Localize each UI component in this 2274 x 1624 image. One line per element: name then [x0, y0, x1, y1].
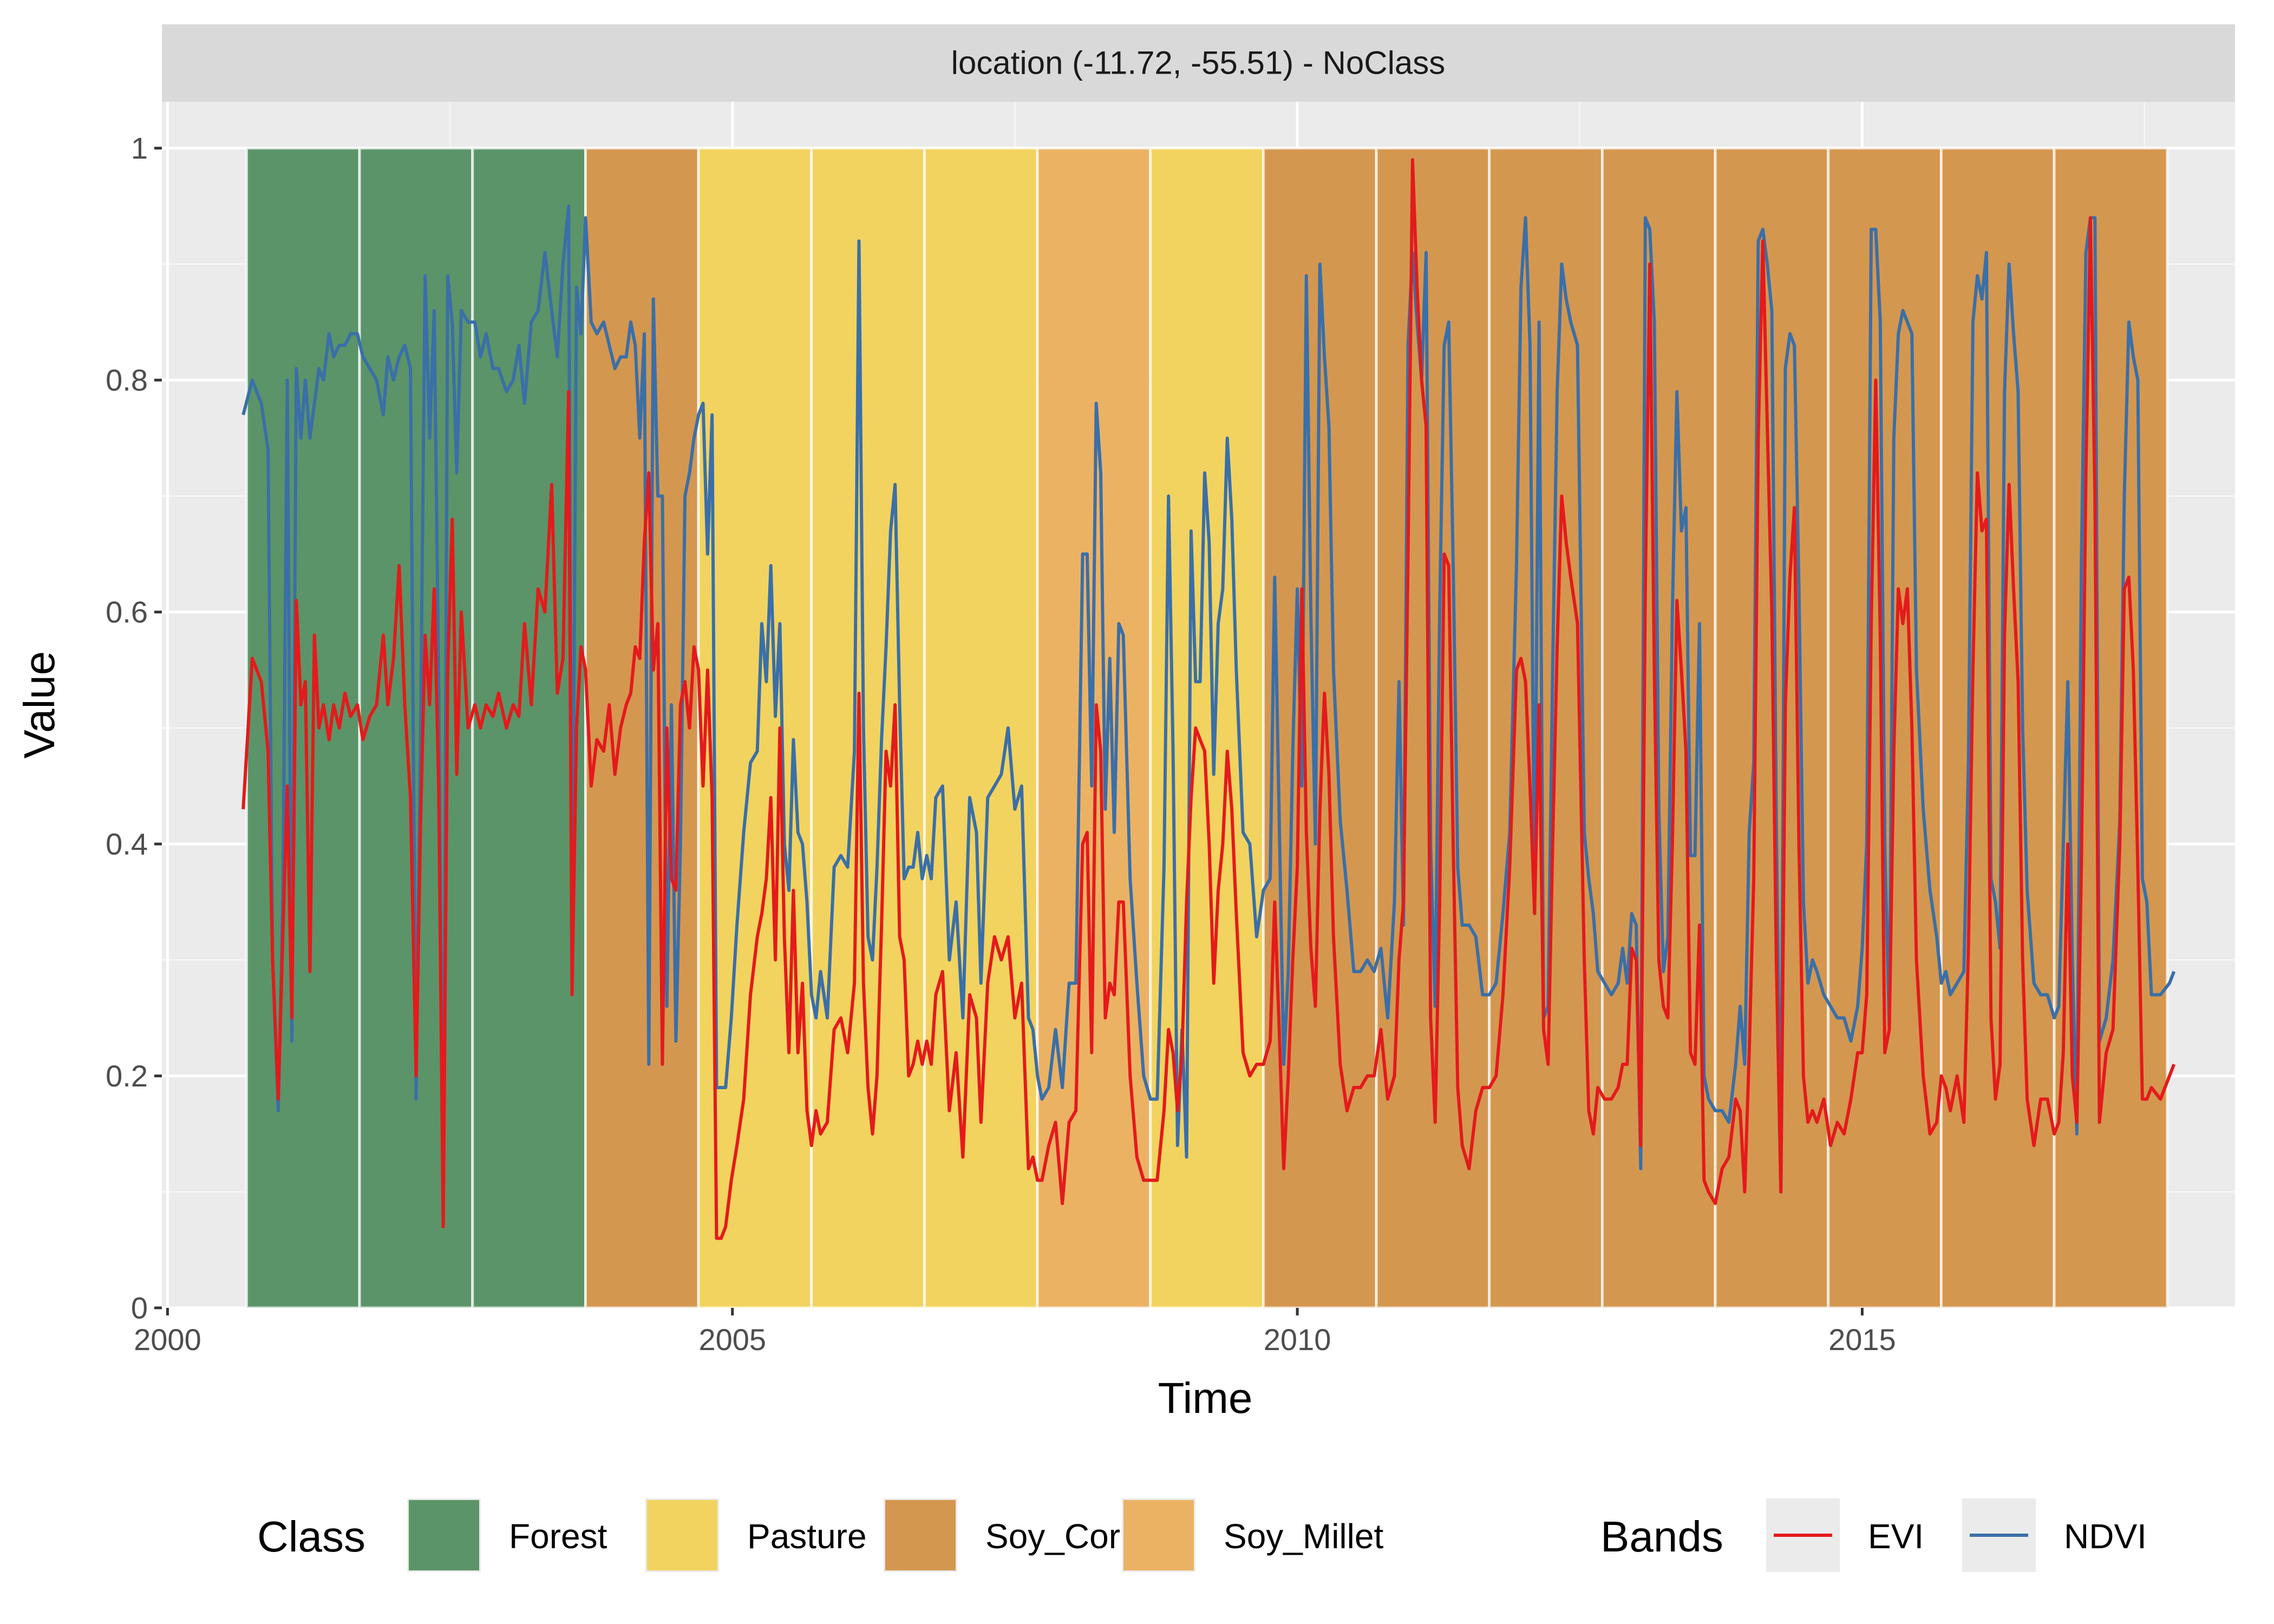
class-legend-item-soy_millet: Soy_Millet [1122, 1498, 1383, 1572]
y-axis-title: Value [15, 651, 63, 759]
bands-legend-label: NDVI [2064, 1517, 2147, 1556]
bands-legend-item-evi: EVI [1766, 1498, 1924, 1572]
class-band-soy_corn [1488, 147, 1604, 1309]
y-tick-label: 0.2 [106, 1059, 148, 1093]
x-axis-title: Time [1158, 1374, 1253, 1422]
y-tick-label: 0.4 [106, 827, 148, 861]
x-tick-label: 2015 [1828, 1322, 1896, 1357]
bands-legend-title: Bands [1600, 1512, 1723, 1561]
class-legend-swatch [885, 1500, 956, 1570]
class-band-pasture [810, 147, 926, 1309]
class-band-soy_corn [1375, 147, 1491, 1309]
series-line-evi [241, 158, 2176, 1240]
class-band-soy_corn [2053, 147, 2169, 1309]
class-legend-label: Pasture [747, 1517, 867, 1556]
series-line-ndvi [241, 204, 2176, 1228]
class-legend-label: Soy_Corn [985, 1517, 1140, 1556]
x-axis: 2000 2005 2010 2015 [134, 1308, 1896, 1357]
class-legend-swatch [409, 1500, 479, 1570]
y-tick-label: 1 [131, 131, 148, 165]
x-tick-label: 2005 [698, 1322, 766, 1357]
class-legend-item-forest: Forest [407, 1498, 607, 1572]
facet-title: location (-11.72, -55.51) - NoClass [951, 45, 1446, 81]
bands-legend-label: EVI [1868, 1517, 1924, 1556]
class-band-pasture [697, 147, 813, 1309]
y-axis: 0 0.2 0.4 0.6 0.8 1 [106, 131, 162, 1325]
class-band-soy_corn [1939, 147, 2056, 1309]
class-legend-swatch [647, 1500, 717, 1570]
x-tick-label: 2010 [1264, 1322, 1331, 1357]
y-tick-label: 0.6 [106, 595, 148, 629]
class-legend-item-soy_corn: Soy_Corn [884, 1498, 1140, 1572]
class-band-forest [245, 147, 361, 1309]
series-lines [241, 158, 2176, 1240]
bands-legend-item-ndvi: NDVI [1962, 1498, 2147, 1572]
y-tick-label: 0.8 [106, 363, 148, 397]
class-legend-label: Soy_Millet [1224, 1517, 1383, 1556]
x-tick-label: 2000 [134, 1322, 201, 1357]
bands-legend: Bands EVI NDVI [1600, 1498, 2147, 1572]
class-legend-label: Forest [509, 1517, 607, 1556]
class-legend: Class Forest Pasture Soy_Corn Soy_Millet [257, 1498, 1383, 1572]
class-band-pasture [923, 147, 1039, 1309]
class-legend-item-pasture: Pasture [645, 1498, 867, 1572]
class-legend-swatch [1123, 1500, 1194, 1570]
class-band-pasture [1149, 147, 1265, 1309]
facet-strip: location (-11.72, -55.51) - NoClass [162, 24, 2235, 102]
class-legend-title: Class [257, 1512, 365, 1561]
y-tick-label: 0 [131, 1291, 148, 1325]
